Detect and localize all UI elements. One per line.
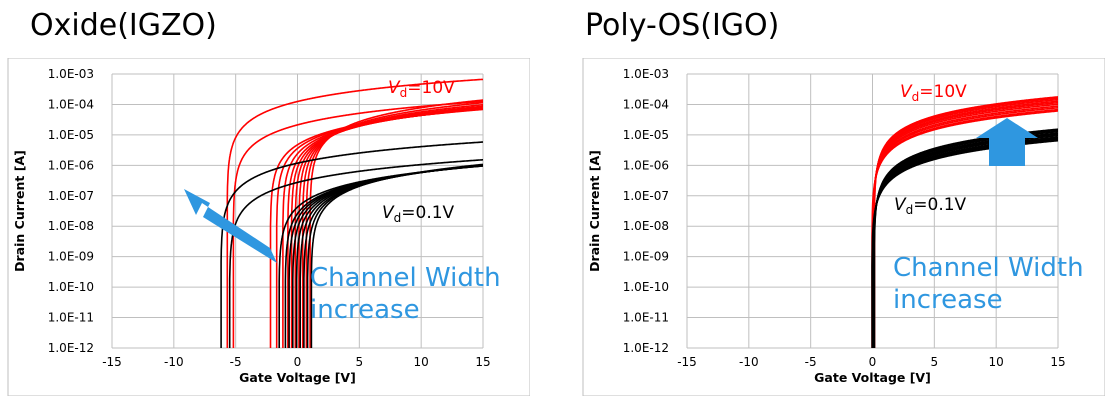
y-tick-label: 1.0E-07 [48,189,94,203]
panel-title-oxide: Oxide(IGZO) [30,8,217,43]
series-line-vd10v-5 [872,101,1058,348]
x-axis-title: Gate Voltage [V] [239,370,356,385]
series-line-vd01v-14 [872,134,1058,348]
y-tick-label: 1.0E-10 [623,280,669,294]
y-tick-label: 1.0E-05 [623,128,669,142]
y-tick-label: 1.0E-06 [623,158,669,172]
callout-text: Channel Width [310,263,501,293]
y-tick-label: 1.0E-05 [48,128,94,142]
vd-10v-label: Vd=10V [388,78,455,100]
callout-text: increase [310,295,420,325]
y-tick-label: 1.0E-09 [623,250,669,264]
y-tick-label: 1.0E-03 [48,67,94,81]
series-line-vd01v-13 [228,159,483,348]
y-tick-label: 1.0E-09 [48,250,94,264]
vd-10v-label: Vd=10V [900,82,967,104]
series-line-vd01v-22 [310,163,483,348]
series-line-vd10v-8 [873,97,1058,348]
y-tick-label: 1.0E-07 [623,189,669,203]
panel-title-poly-os: Poly-OS(IGO) [585,8,780,43]
series-line-vd01v-12 [871,137,1058,348]
vd-01v-label: Vd=0.1V [894,195,967,217]
x-tick-label: 5 [931,355,939,369]
arrow-icon [976,118,1038,166]
x-tick-label: -10 [739,355,759,369]
callout-text: increase [893,285,1003,315]
y-axis-title: Drain Current [A] [587,150,602,272]
y-tick-label: 1.0E-11 [623,311,669,325]
series-line-vd10v-7 [873,98,1058,348]
y-tick-label: 1.0E-04 [48,97,94,111]
series-line-vd10v-6 [872,100,1058,348]
x-tick-label: 5 [356,355,364,369]
y-tick-label: 1.0E-03 [623,67,669,81]
series-line-vd01v-12 [220,141,483,348]
series-line-vd10v-0 [226,78,483,348]
series-line-vd10v-9 [873,96,1058,348]
y-tick-label: 1.0E-08 [623,219,669,233]
series-line-vd01v-13 [872,136,1058,348]
y-tick-label: 1.0E-08 [48,219,94,233]
series-line-vd01v-11 [871,138,1058,348]
x-tick-label: -5 [230,355,242,369]
vd-01v-label: Vd=0.1V [382,203,455,225]
x-tick-label: 10 [989,355,1004,369]
x-tick-label: 0 [294,355,302,369]
series-line-vd10v-4 [872,103,1058,348]
chart-poly-os-igo: -15 -10 -5 0 5 10 15 1.0E-12 1.0E-11 1.0E-10 1.0E-… [582,58,1105,396]
x-tick-label: 10 [414,355,429,369]
x-tick-label: -15 [677,355,697,369]
x-tick-label: -5 [805,355,817,369]
arrow-icon [184,189,277,263]
chart-frame [7,58,530,396]
y-tick-label: 1.0E-11 [48,311,94,325]
x-axis-title: Gate Voltage [V] [814,370,931,385]
y-axis-title: Drain Current [A] [12,150,27,272]
series-line-vd01v-10 [871,139,1058,348]
series-line-vd10v-1 [871,108,1058,348]
x-tick-label: 15 [1050,355,1065,369]
chart-oxide-igzo: -15 -10 -5 0 5 10 15 1.0E-12 1.0E-11 1.0E-10 1.0E-… [7,58,530,396]
y-tick-label: 1.0E-12 [48,341,94,355]
data-curves [220,78,483,348]
x-tick-label: -15 [102,355,122,369]
y-tick-label: 1.0E-06 [48,158,94,172]
callout-text: Channel Width [893,253,1084,283]
series-line-vd10v-0 [871,110,1058,348]
y-tick-label: 1.0E-10 [48,280,94,294]
series-line-vd10v-11 [309,99,483,348]
series-line-vd10v-2 [871,106,1058,348]
y-tick-label: 1.0E-04 [623,97,669,111]
x-tick-label: -10 [164,355,184,369]
x-tick-label: 15 [475,355,490,369]
x-tick-label: 0 [869,355,877,369]
y-tick-label: 1.0E-12 [623,341,669,355]
series-line-vd10v-3 [872,105,1058,348]
